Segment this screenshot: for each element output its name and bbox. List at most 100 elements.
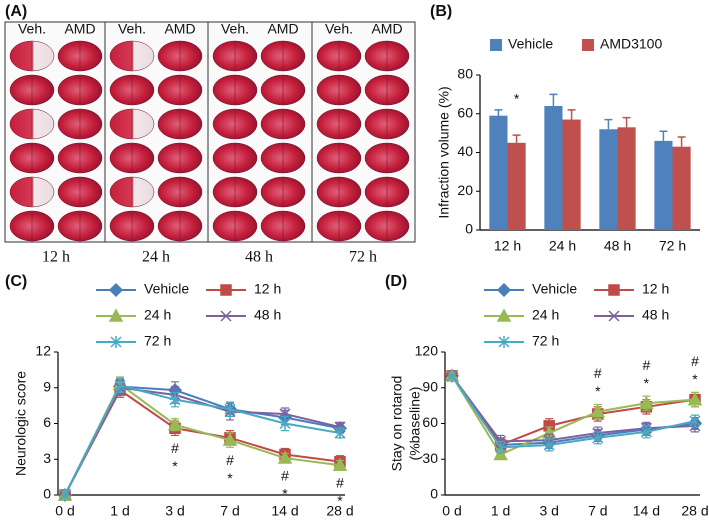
marker — [222, 432, 238, 446]
error-bar — [622, 116, 631, 128]
bar — [489, 115, 508, 230]
error-bar — [659, 130, 668, 141]
y-tick-label: 6 — [43, 414, 51, 430]
marker — [608, 284, 620, 296]
column-label: AMD — [64, 21, 95, 37]
marker — [279, 417, 291, 430]
marker — [446, 369, 458, 382]
x-tick-label: 7 d — [588, 503, 607, 519]
column-label: Veh. — [118, 21, 146, 37]
bar — [544, 106, 563, 230]
marker — [220, 284, 232, 296]
bar — [507, 142, 526, 230]
legend-label: 72 h — [144, 333, 171, 349]
x-tick-label: 0 d — [442, 503, 461, 519]
x-tick-label: 14 d — [271, 503, 298, 519]
legend-swatch — [582, 39, 594, 51]
marker — [59, 489, 71, 501]
annotation: # — [691, 353, 699, 369]
marker — [224, 403, 236, 416]
marker — [640, 425, 652, 438]
error-bar — [549, 93, 558, 106]
time-label: 24 h — [142, 249, 170, 266]
brain-slices — [9, 22, 410, 242]
marker — [108, 308, 124, 322]
series-line — [451, 375, 696, 449]
marker — [687, 392, 703, 406]
legend-label: 12 h — [642, 281, 669, 297]
y-axis-label: (%baseline) — [407, 387, 423, 461]
annotation: * — [227, 470, 233, 486]
annotation: # — [226, 452, 234, 468]
marker — [110, 336, 122, 348]
time-label: 12 h — [42, 249, 70, 266]
time-label: 48 h — [245, 249, 273, 266]
annotation: * — [595, 383, 601, 399]
y-tick-label: 80 — [457, 66, 473, 82]
marker — [590, 404, 606, 418]
legend-label: 12 h — [254, 281, 281, 297]
time-label: 72 h — [349, 249, 377, 266]
x-tick-label: 12 h — [494, 238, 521, 254]
legend-label: 48 h — [254, 307, 281, 323]
panel-label: (D) — [385, 273, 407, 290]
marker — [220, 310, 232, 322]
error-bar — [677, 136, 686, 147]
y-tick-label: 3 — [43, 450, 51, 466]
marker — [167, 417, 183, 431]
marker — [495, 441, 507, 454]
y-tick-label: 60 — [422, 414, 438, 430]
x-tick-label: 14 d — [633, 503, 660, 519]
y-tick-label: 0 — [43, 486, 51, 502]
column-label: Veh. — [221, 21, 249, 37]
y-tick-label: 20 — [457, 182, 473, 198]
legend-label: 24 h — [532, 307, 559, 323]
x-tick-label: 0 d — [55, 503, 74, 519]
y-axis-label: Stay on rotarod — [389, 376, 405, 472]
error-bar — [512, 134, 521, 143]
annotation: * — [692, 371, 698, 387]
series-line — [451, 375, 696, 447]
error-bar — [567, 109, 576, 120]
legend-label: 24 h — [144, 307, 171, 323]
marker — [334, 427, 346, 440]
marker — [114, 379, 126, 392]
x-tick-label: 72 h — [659, 238, 686, 254]
error-bar — [604, 118, 613, 130]
annotation: # — [336, 475, 344, 491]
x-tick-label: 48 h — [604, 238, 631, 254]
annotation: # — [643, 357, 651, 373]
bar — [672, 146, 691, 230]
series-line — [64, 384, 341, 496]
series-line — [64, 382, 341, 496]
y-tick-label: 0 — [465, 221, 473, 237]
column-label: Veh. — [18, 21, 46, 37]
y-tick-label: 60 — [457, 104, 473, 120]
bar — [562, 119, 581, 230]
y-axis-label: Infraction volume (%) — [436, 86, 452, 218]
y-tick-label: 9 — [43, 378, 51, 394]
annotation: * — [282, 486, 288, 502]
y-axis-label: Neurologic score — [13, 371, 29, 476]
column-label: Veh. — [325, 21, 353, 37]
y-tick-label: 12 — [35, 343, 51, 359]
marker — [332, 457, 348, 471]
y-tick-label: 0 — [430, 486, 438, 502]
annotation: * — [514, 91, 520, 107]
marker — [498, 336, 510, 348]
series-line — [451, 375, 696, 456]
annotation: * — [172, 458, 178, 474]
marker — [639, 395, 654, 409]
annotation: * — [337, 493, 343, 509]
marker — [108, 282, 124, 298]
bar — [654, 140, 673, 230]
legend-label: 72 h — [532, 333, 559, 349]
column-label: AMD — [267, 21, 298, 37]
marker — [689, 415, 701, 428]
marker — [592, 431, 604, 444]
y-tick-label: 120 — [415, 343, 439, 359]
column-label: AMD — [371, 21, 402, 37]
x-tick-label: 7 d — [220, 503, 239, 519]
x-tick-label: 28 d — [681, 503, 708, 519]
marker — [496, 282, 512, 298]
